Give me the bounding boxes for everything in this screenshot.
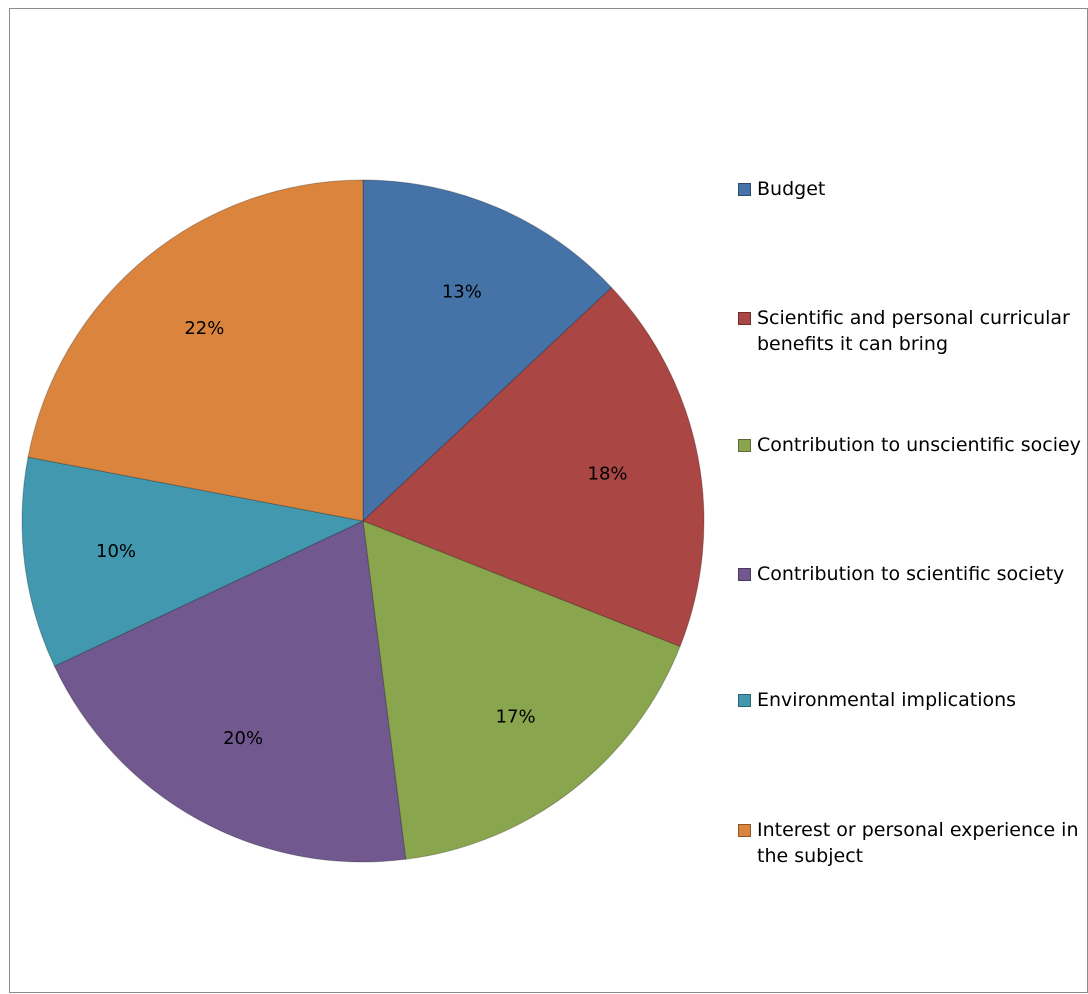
data-label-interest-or-personal-experience-in-the-subject: 22%	[184, 318, 224, 339]
legend-swatch	[738, 694, 751, 707]
legend-swatch	[738, 312, 751, 325]
legend-label: Scientific and personal curricular benef…	[757, 305, 1087, 357]
legend-swatch	[738, 439, 751, 452]
legend-item-unscientific-society: Contribution to unscientific sociey	[738, 432, 1087, 458]
legend-swatch	[738, 824, 751, 837]
data-label-environmental-implications: 10%	[96, 541, 136, 562]
legend-swatch	[738, 183, 751, 196]
legend-item-environmental: Environmental implications	[738, 687, 1087, 713]
data-label-scientific-and-personal-curricular-benefits-it-can-bring: 18%	[588, 463, 628, 484]
legend-label: Budget	[757, 176, 1087, 202]
legend-item-interest: Interest or personal experience in the s…	[738, 817, 1087, 869]
legend-item-scientific-benefits: Scientific and personal curricular benef…	[738, 305, 1087, 357]
data-label-budget: 13%	[442, 282, 482, 303]
legend-label: Contribution to unscientific sociey	[757, 432, 1087, 458]
data-label-contribution-to-scientific-society: 20%	[223, 728, 263, 749]
data-label-contribution-to-unscientific-sociey: 17%	[496, 707, 536, 728]
pie-slices	[22, 180, 704, 862]
legend-item-scientific-society: Contribution to scientific society	[738, 561, 1087, 587]
legend-label: Environmental implications	[757, 687, 1087, 713]
legend-label: Interest or personal experience in the s…	[757, 817, 1087, 869]
legend-label: Contribution to scientific society	[757, 561, 1087, 587]
legend-item-budget: Budget	[738, 176, 1087, 202]
legend-swatch	[738, 568, 751, 581]
